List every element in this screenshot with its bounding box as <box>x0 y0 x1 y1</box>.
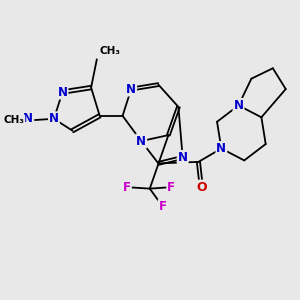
Text: CH₃: CH₃ <box>4 115 25 125</box>
Text: N: N <box>23 112 33 125</box>
Text: O: O <box>196 181 207 194</box>
Text: F: F <box>167 181 175 194</box>
Text: F: F <box>159 200 167 213</box>
Text: N: N <box>24 114 33 124</box>
Text: N: N <box>58 85 68 98</box>
Text: N: N <box>126 82 136 96</box>
Text: F: F <box>123 181 131 194</box>
Text: CH₃: CH₃ <box>99 46 120 56</box>
Text: N: N <box>233 99 244 112</box>
Text: N: N <box>49 112 59 125</box>
Text: N: N <box>136 135 146 148</box>
Text: N: N <box>178 151 188 164</box>
Text: N: N <box>216 142 226 155</box>
